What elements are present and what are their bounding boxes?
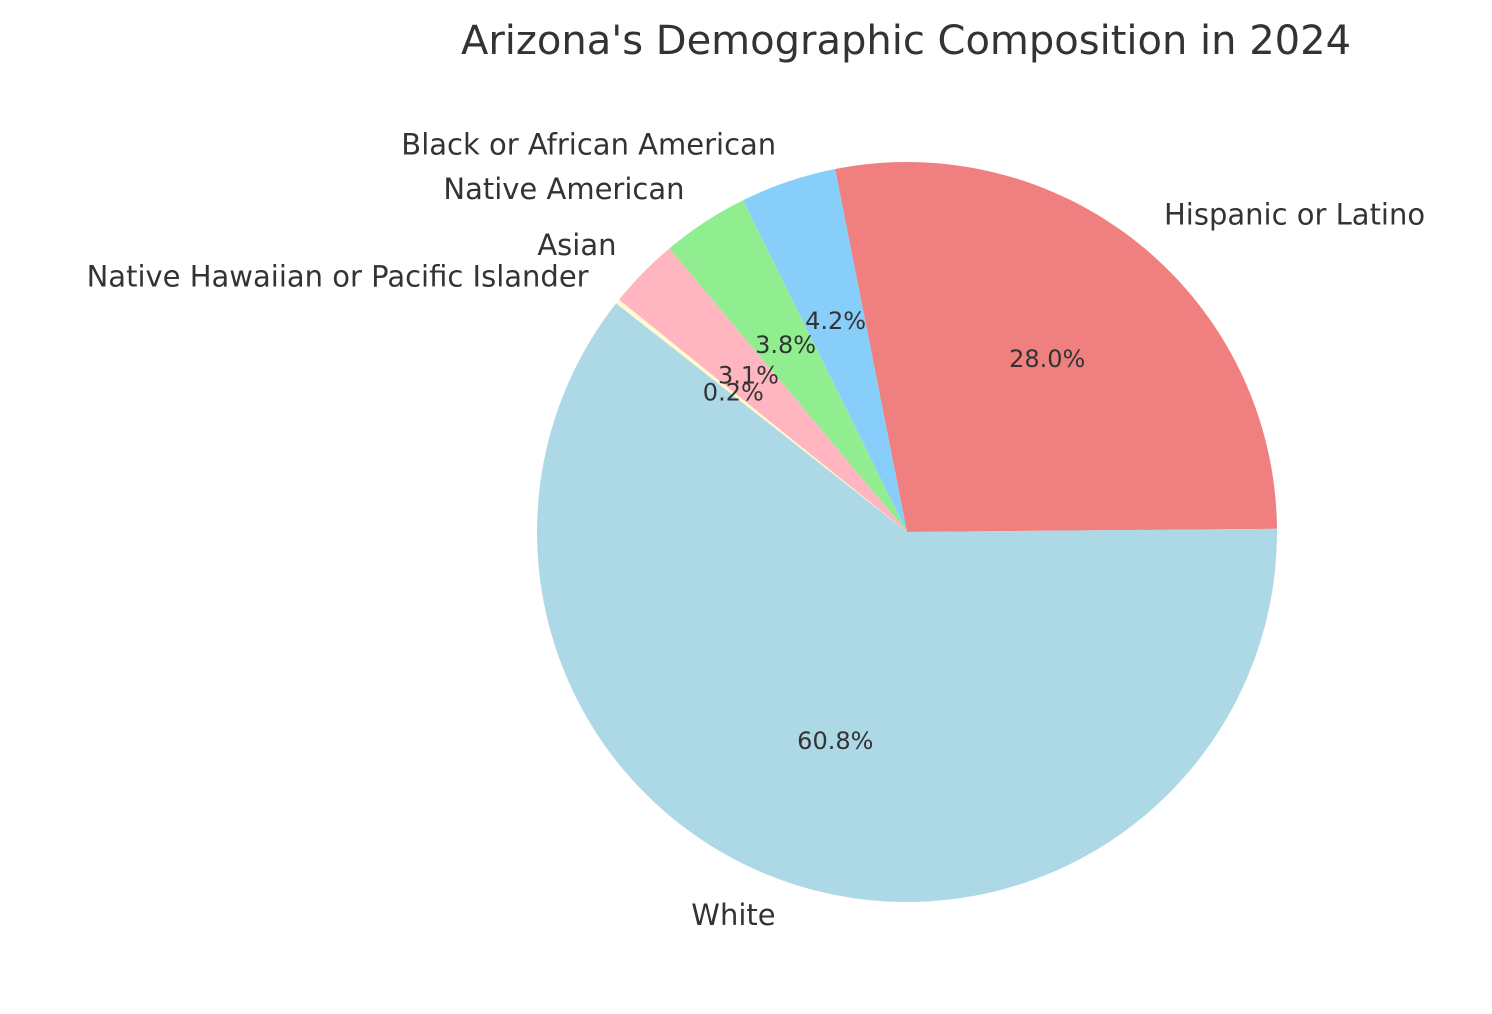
pct-label-hispanic-or-latino: 28.0% [1009,345,1085,373]
pct-label-black-or-african-american: 4.2% [805,307,866,335]
chart-title: Arizona's Demographic Composition in 202… [461,18,1351,64]
pie-slice-white [537,303,1278,903]
slice-label-white: White [691,898,775,932]
slice-label-native-hawaiian-or-pacific-islander: Native Hawaiian or Pacific Islander [87,260,589,294]
pct-label-native-hawaiian-or-pacific-islander: 0.2% [703,379,764,407]
pct-label-native-american: 3.8% [755,331,816,359]
slice-label-asian: Asian [537,228,616,262]
pie-labels: Hispanic or Latino 28.0% Black or African … [87,128,1426,933]
pie-slice-asian [618,248,907,532]
pie-slice-black-or-african-american [743,169,907,533]
slice-label-black-or-african-american: Black or African American [401,128,776,162]
pct-label-asian: 3.1% [718,362,779,390]
pie-slice-native-hawaiian-or-pacific-islander [616,299,907,532]
pie-slice-native-american [669,200,907,532]
pct-label-white: 60.8% [797,727,873,755]
slice-label-hispanic-or-latino: Hispanic or Latino [1164,197,1425,231]
slice-label-native-american: Native American [443,172,684,206]
pie-slices [537,162,1278,903]
pie-slice-hispanic-or-latino [835,162,1277,532]
